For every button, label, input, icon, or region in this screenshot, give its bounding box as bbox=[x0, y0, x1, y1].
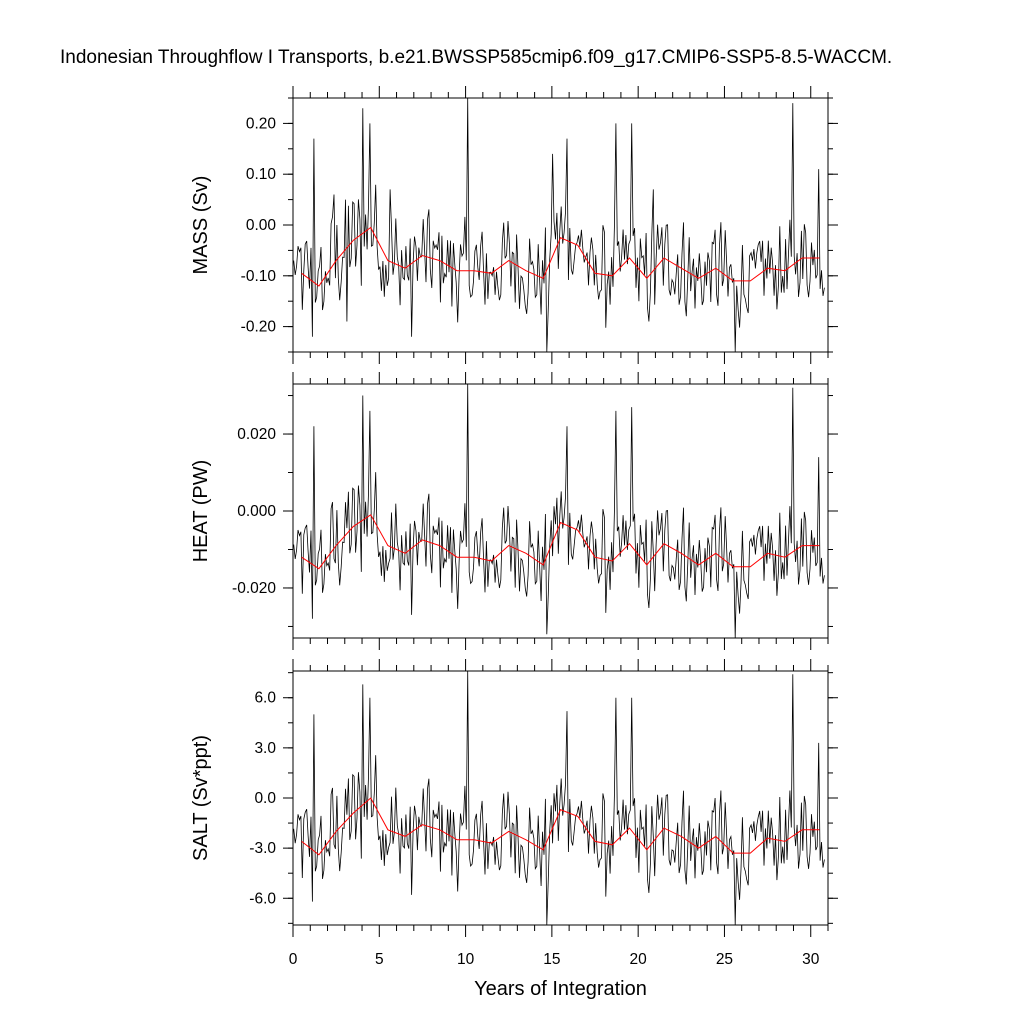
y-tick-label: -6.0 bbox=[249, 890, 276, 907]
monthly-series-line bbox=[293, 670, 825, 926]
x-tick-label: 20 bbox=[630, 951, 648, 968]
annual-mean-line bbox=[301, 797, 820, 856]
y-tick-label: -3.0 bbox=[249, 840, 276, 857]
annual-mean-line bbox=[301, 226, 820, 287]
monthly-series-line bbox=[293, 383, 825, 639]
y-tick-label: 0.00 bbox=[246, 217, 277, 234]
chart-title: Indonesian Throughflow I Transports, b.e… bbox=[60, 47, 893, 68]
monthly-series-line bbox=[293, 97, 825, 353]
annual-mean-line bbox=[301, 514, 820, 570]
x-tick-label: 10 bbox=[457, 951, 475, 968]
x-axis-label: Years of Integration bbox=[474, 978, 647, 1000]
y-tick-label: 0.020 bbox=[237, 426, 276, 443]
y-tick-label: 3.0 bbox=[254, 740, 276, 757]
x-tick-label: 5 bbox=[375, 951, 384, 968]
y-tick-label: -0.20 bbox=[241, 319, 277, 336]
y-tick-label: 0.20 bbox=[246, 115, 277, 132]
x-tick-label: 30 bbox=[802, 951, 820, 968]
y-tick-label: 6.0 bbox=[254, 690, 276, 707]
x-tick-label: 25 bbox=[716, 951, 733, 968]
x-tick-label: 15 bbox=[543, 951, 560, 968]
y-axis-label: SALT (Sv*ppt) bbox=[190, 735, 212, 861]
y-tick-label: -0.10 bbox=[241, 268, 277, 285]
y-axis-label: HEAT (PW) bbox=[190, 460, 212, 563]
y-axis-label: MASS (Sv) bbox=[190, 176, 212, 275]
y-tick-label: -0.020 bbox=[232, 580, 276, 597]
y-tick-label: 0.000 bbox=[237, 503, 276, 520]
y-tick-label: 0.0 bbox=[254, 790, 276, 807]
panel-3: 6.0 3.0 0.0 -3.0 -6.0 SALT (Sv*ppt) 0 5 10 15 20 25… bbox=[190, 659, 838, 1000]
plot-frame bbox=[292, 670, 829, 926]
panel-2: 0.020 0.000 -0.020 HEAT (PW) bbox=[190, 372, 838, 650]
panel-1: 0.20 0.10 0.00 -0.10 -0.20 MASS (Sv) bbox=[190, 86, 838, 364]
plot-frame bbox=[292, 383, 829, 639]
x-tick-label: 0 bbox=[289, 951, 298, 968]
y-tick-label: 0.10 bbox=[246, 166, 277, 183]
